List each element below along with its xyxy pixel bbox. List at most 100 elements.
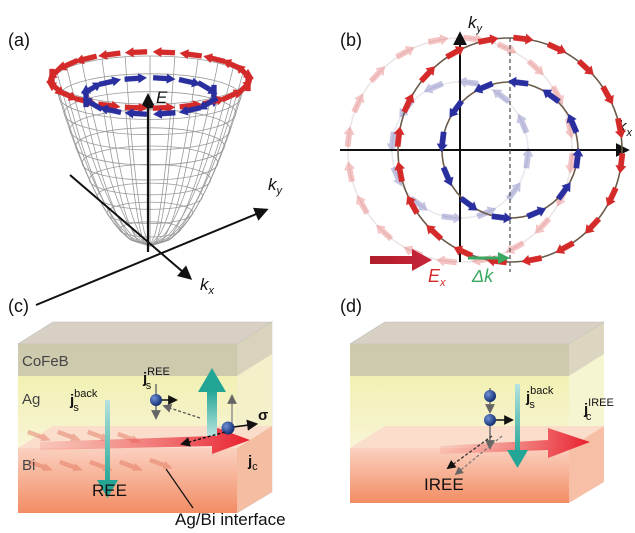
spin-arrow <box>615 152 627 174</box>
spin-arrow <box>124 73 148 84</box>
spin-arrow <box>124 47 148 58</box>
b-kx-axis-label: kx <box>618 117 633 139</box>
spin-arrow <box>394 161 406 183</box>
d-cofeb-layer <box>350 344 569 376</box>
paraboloid-meridian <box>56 73 151 247</box>
d-electron-upper <box>484 390 496 402</box>
bi-layer <box>18 448 237 513</box>
spin-arrow <box>152 102 176 113</box>
paraboloid-meridian <box>149 59 199 247</box>
spin-arrow <box>457 76 479 88</box>
spin-arrow <box>427 34 449 46</box>
spin-arrow <box>441 212 463 224</box>
panel-b-label: (b) <box>340 30 362 50</box>
bi-label: Bi <box>22 457 35 474</box>
paraboloid-meridian <box>149 73 244 247</box>
paraboloid-meridian <box>81 96 151 247</box>
electric-field-label: Ex <box>428 266 446 289</box>
paraboloid-meridian <box>124 103 151 247</box>
spin-arrow <box>418 66 435 84</box>
spin-arrow <box>459 195 478 211</box>
d-back-spin-current-arrow <box>515 384 520 454</box>
spin-arrow <box>401 93 415 114</box>
spin-arrow <box>426 225 444 242</box>
d-bi-layer <box>350 448 569 503</box>
spin-arrow <box>505 182 521 201</box>
spin-texture-ring-front <box>45 68 253 119</box>
spin-arrow <box>46 68 58 92</box>
spin-arrow <box>98 76 122 88</box>
spin-arrow <box>178 104 202 116</box>
spin-arrow <box>98 104 122 116</box>
b-ky-axis-label: ky <box>468 13 484 35</box>
ky-axis-label: ky <box>268 175 284 197</box>
faint-ree-arrow <box>26 429 52 441</box>
panel-d-label: (d) <box>340 296 362 316</box>
fermi-contour <box>397 37 623 263</box>
paraboloid-meridian <box>53 79 151 247</box>
paraboloid-meridian <box>149 103 176 247</box>
spin-arrow <box>97 49 121 60</box>
shifted-fermi-contours <box>393 33 627 267</box>
bi-side-face <box>237 426 272 513</box>
faint-ree-arrow <box>56 429 82 441</box>
paraboloid-meridian <box>66 91 151 247</box>
spin-arrow <box>522 147 534 169</box>
charge-current-arrow <box>40 426 250 454</box>
faint-ree-arrow <box>58 459 84 471</box>
spin-arrow <box>395 46 415 60</box>
energy-axis-label: E <box>156 88 168 107</box>
spin-arrow <box>614 117 626 139</box>
spin-arrow <box>542 89 561 105</box>
spin-arrow <box>477 34 499 46</box>
shift-arrow <box>498 252 510 264</box>
paraboloid-meridian <box>149 86 244 247</box>
d-ag-side-face <box>569 354 604 448</box>
ag-side-face <box>237 354 272 448</box>
spin-arrow <box>505 240 525 254</box>
spin-arrow <box>368 66 385 84</box>
spin-arrow <box>203 53 226 65</box>
spin-arrow <box>473 80 494 94</box>
cofeb-layer <box>18 344 237 376</box>
ky-axis <box>35 207 269 306</box>
panel-a: (a) E ky kx <box>8 30 284 306</box>
spin-arrow <box>491 212 513 224</box>
spin-arrow <box>344 161 356 183</box>
spin-arrow <box>516 113 530 134</box>
spin-arrow <box>376 225 394 242</box>
spin-arrow <box>196 80 218 94</box>
electron-upper <box>150 394 162 406</box>
spin-arrow <box>526 58 544 75</box>
d-electron-lower <box>484 414 496 426</box>
paraboloid-meridian <box>149 91 234 247</box>
spin-arrow <box>496 41 517 55</box>
back-spin-current-label: jback s <box>69 388 98 414</box>
spin-arrow <box>572 147 584 169</box>
spin-arrow <box>351 93 365 114</box>
iree-label: IREE <box>424 475 464 494</box>
spin-arrow <box>555 182 571 201</box>
spin-arrow <box>445 46 465 60</box>
spin-arrow <box>576 58 594 75</box>
spin-arrow <box>152 46 176 58</box>
panel-d: (d) jback s jIREE c IREE <box>340 296 614 503</box>
spin-arrow <box>423 80 444 94</box>
spin-arrow <box>555 240 575 254</box>
charge-current-label: jc <box>247 453 258 473</box>
spin-polarization-label: σ <box>258 407 268 424</box>
paraboloid-meridian <box>149 56 176 247</box>
spin-arrow <box>512 33 534 45</box>
faint-ree-arrow <box>118 459 144 471</box>
spin-arrow <box>221 89 243 103</box>
ag-label: Ag <box>22 391 40 408</box>
panel-c: (c) CoFeB Ag Bi jback s <box>8 296 286 529</box>
electron-lower <box>221 421 235 435</box>
spin-arrow <box>605 186 619 207</box>
shift-label: Δk <box>471 266 494 286</box>
spin-arrow <box>535 216 552 234</box>
spin-arrow <box>526 206 547 220</box>
ree-spin-current-arrow <box>207 390 217 436</box>
spin-arrow <box>436 131 448 153</box>
paraboloid-meridian <box>101 59 151 247</box>
